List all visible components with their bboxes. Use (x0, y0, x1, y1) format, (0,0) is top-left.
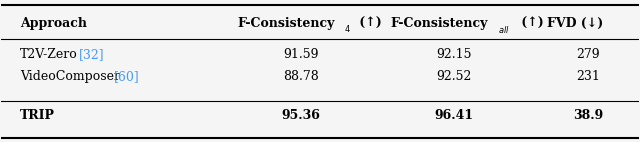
Text: 95.36: 95.36 (282, 109, 320, 123)
Text: 38.9: 38.9 (573, 109, 604, 123)
Text: 96.41: 96.41 (435, 109, 474, 123)
Text: 92.52: 92.52 (436, 70, 472, 83)
Text: [60]: [60] (115, 70, 140, 83)
Text: 91.59: 91.59 (283, 48, 319, 61)
Text: 231: 231 (576, 70, 600, 83)
Text: $_{all}$: $_{all}$ (497, 22, 509, 35)
Text: VideoComposer: VideoComposer (20, 70, 120, 83)
Text: (↑): (↑) (355, 17, 382, 30)
Text: TRIP: TRIP (20, 109, 55, 123)
Text: 92.15: 92.15 (436, 48, 472, 61)
Text: F-Consistency: F-Consistency (390, 17, 488, 30)
Text: Approach: Approach (20, 17, 87, 30)
Text: FVD (↓): FVD (↓) (547, 17, 603, 30)
Text: (↑): (↑) (516, 17, 543, 30)
Text: T2V-Zero: T2V-Zero (20, 48, 77, 61)
Text: 88.78: 88.78 (283, 70, 319, 83)
Text: $_4$: $_4$ (344, 22, 351, 35)
Text: [32]: [32] (79, 48, 105, 61)
Text: 279: 279 (577, 48, 600, 61)
Text: F-Consistency: F-Consistency (237, 17, 334, 30)
